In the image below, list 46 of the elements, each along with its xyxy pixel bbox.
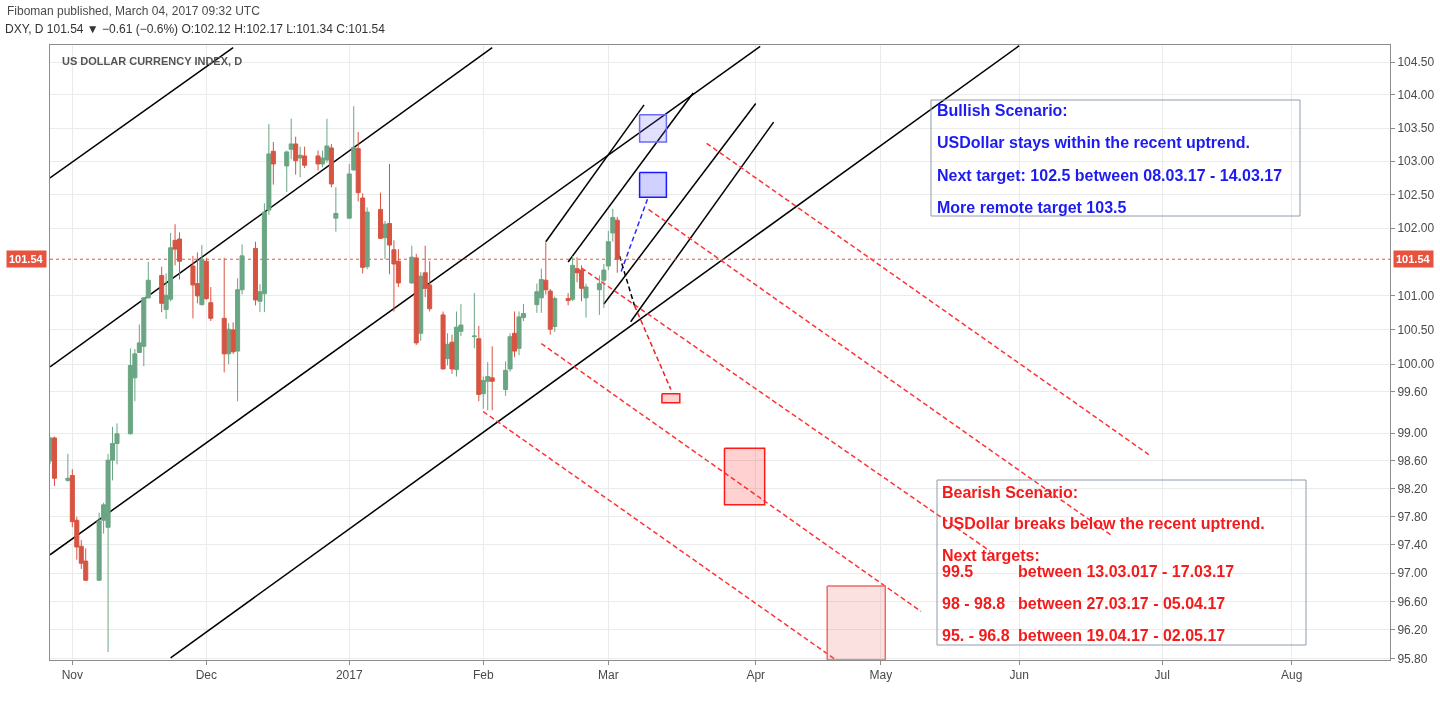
y-tick-label: 100.00 — [1397, 357, 1435, 372]
y-tick-label: 102.50 — [1397, 187, 1435, 202]
annotation: 95. - 96.8 — [942, 627, 1010, 644]
x-tick-label: Dec — [195, 668, 217, 683]
annotation: between 27.03.17 - 05.04.17 — [1018, 595, 1226, 612]
annotation: 99.5 — [942, 563, 974, 580]
x-tick-label: Aug — [1281, 668, 1303, 683]
x-tick-label: Apr — [746, 668, 766, 683]
x-tick-label: Feb — [472, 668, 494, 683]
y-tick-label: 102.00 — [1397, 221, 1435, 236]
text: Fiboman published, March 04, 2017 09:32 UTC — [7, 4, 261, 18]
y-tick-label: 100.50 — [1397, 323, 1435, 338]
y-tick-label: 99.00 — [1397, 426, 1428, 441]
y-tick-label: 97.80 — [1397, 509, 1428, 524]
annotation: between 13.03.017 - 17.03.17 — [1018, 563, 1235, 580]
x-tick-label: Jun — [1009, 668, 1029, 683]
annotation: USDollar breaks below the recent uptrend. — [942, 515, 1265, 532]
y-tick-label: 95.80 — [1397, 651, 1428, 666]
y-tick-label: 101.00 — [1397, 289, 1435, 304]
y-tick-label: 103.00 — [1397, 154, 1435, 169]
y-tick-label: 104.50 — [1397, 55, 1435, 70]
y-tick-label: 103.50 — [1397, 121, 1435, 136]
annotation: between 19.04.17 - 02.05.17 — [1018, 627, 1226, 644]
annotation: Next targets: — [942, 547, 1040, 564]
x-tick-label: Jul — [1154, 668, 1170, 683]
annotation: Bearish Scenario: — [942, 484, 1079, 501]
annotation: Next target: 102.5 between 08.03.17 - 14.03.17 — [937, 167, 1283, 184]
text: 101.54 — [9, 253, 43, 265]
chart-title: DXY, D 101.54 ▼ −0.61 (−0.6%) O:102.12 H:102.17 L:101.34 C:101.54 — [5, 22, 386, 37]
y-tick-label: 98.60 — [1397, 454, 1428, 469]
y-tick-label: 97.40 — [1397, 538, 1428, 553]
x-tick-label: May — [869, 668, 893, 683]
y-tick-label: 96.20 — [1397, 623, 1428, 638]
annotation: Bullish Scenario: — [937, 102, 1068, 119]
x-tick-label: Mar — [597, 668, 619, 683]
y-tick-label: 99.60 — [1397, 384, 1428, 399]
y-tick-label: 98.20 — [1397, 481, 1428, 496]
y-tick-label: 97.00 — [1397, 566, 1428, 581]
annotation: USDollar stays within the recent uptrend. — [937, 134, 1250, 151]
annotation: 98 - 98.8 — [942, 595, 1006, 612]
x-tick-label: 2017 — [335, 668, 363, 683]
ref-line-label: 101.54 — [1396, 253, 1431, 265]
y-tick-label: 96.60 — [1397, 594, 1428, 609]
annotation: More remote target 103.5 — [937, 199, 1127, 216]
y-tick-label: 104.00 — [1397, 88, 1435, 103]
x-tick-label: Nov — [61, 668, 83, 683]
